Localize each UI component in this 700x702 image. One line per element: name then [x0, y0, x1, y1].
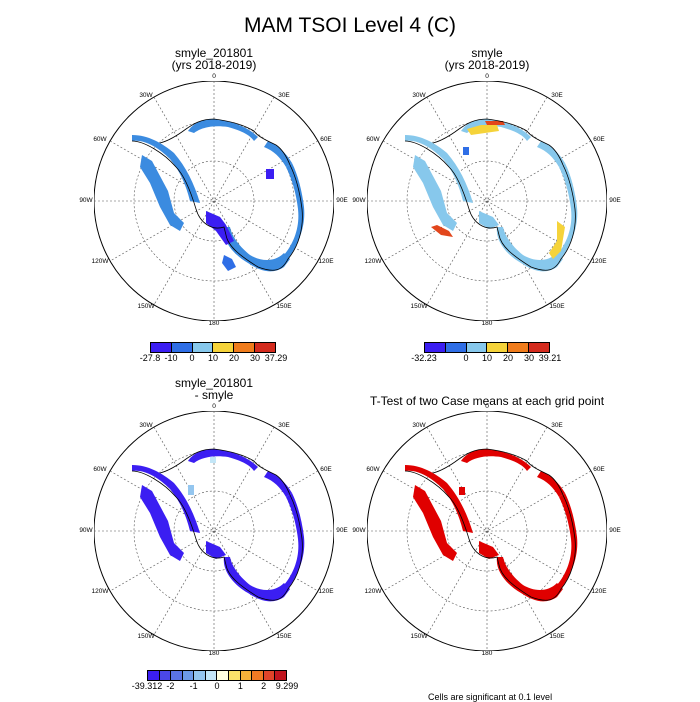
colorbar-tick-label: 10: [481, 353, 493, 363]
colorbar-tick-label: 30: [249, 353, 260, 363]
significance-note: Cells are significant at 0.1 level: [428, 692, 553, 702]
colorbar-swatch: [240, 671, 253, 680]
lbl-30w: 30W: [139, 92, 153, 99]
colorbar-tick-label: -1: [189, 681, 198, 691]
panel4-field: [405, 449, 578, 602]
colorbar-swatch: [205, 671, 218, 680]
lbl-60w: 60W: [93, 136, 107, 143]
colorbar-swatch: [159, 671, 172, 680]
colorbar-swatch: [192, 343, 214, 352]
panel2-field: [405, 119, 578, 272]
lbl-90e: 90E: [336, 197, 348, 204]
panel3-title-text: smyle_201801 - smyle: [174, 376, 254, 402]
colorbar-swatch: [466, 343, 488, 352]
panel3-colorbar: -39.312 -2 -1 0 1 2 9.299: [132, 670, 298, 692]
colorbar-swatch: [171, 343, 193, 352]
lbl-180: 180: [208, 320, 220, 327]
panel2-title-text: smyle (yrs 2018-2019): [444, 46, 530, 72]
colorbar-swatch: [255, 343, 275, 352]
colorbar-swatch: [171, 671, 183, 680]
colorbar-tick-label: 20: [503, 353, 514, 363]
colorbar-tick-label: -32.23: [411, 353, 437, 363]
panel3-title: smyle_201801 - smyle: [114, 377, 314, 401]
colorbar-swatch: [508, 343, 530, 352]
colorbar-tick-label: 30: [523, 353, 534, 363]
panel4-title: T-Test of two Case means at each grid po…: [359, 395, 615, 407]
panel2-map: [367, 81, 607, 321]
panel3-map: [94, 411, 334, 651]
colorbar-tick-label: 0: [189, 353, 195, 363]
colorbar-tick-label: 39.21: [538, 353, 562, 363]
figure-title: MAM TSOI Level 4 (C): [244, 14, 456, 37]
colorbar-swatch: [425, 343, 446, 352]
colorbar-swatch: [213, 343, 235, 352]
colorbar-swatch: [234, 343, 256, 352]
panel1-title: smyle_201801 (yrs 2018-2019): [114, 47, 314, 71]
colorbar-tick-label: 0: [214, 681, 220, 691]
panel3-field: [132, 449, 305, 602]
colorbar-swatch: [487, 343, 509, 352]
lbl-120e: 120E: [318, 258, 334, 265]
lbl-150w: 150W: [137, 303, 155, 310]
colorbar-swatch: [445, 343, 467, 352]
colorbar-swatch: [151, 343, 172, 352]
colorbar-tick-label: 10: [207, 353, 219, 363]
colorbar-swatch: [275, 671, 286, 680]
colorbar-swatch: [148, 671, 160, 680]
panel1-colorbar: -27.8 -10 0 10 20 30 37.29: [140, 342, 287, 364]
lbl-150e: 150E: [276, 303, 292, 310]
colorbar-tick-label: 37.29: [264, 353, 288, 363]
lbl-90w: 90W: [79, 197, 93, 204]
colorbar-swatch: [182, 671, 195, 680]
colorbar-tick-label: 20: [229, 353, 240, 363]
colorbar-tick-label: -10: [164, 353, 178, 363]
lbl-30e: 30E: [278, 92, 290, 99]
lbl-60e: 60E: [320, 136, 332, 143]
colorbar-tick-label: -39.312: [131, 681, 163, 691]
panel1-title-text: smyle_201801 (yrs 2018-2019): [171, 46, 257, 72]
panel1-field: [132, 119, 305, 272]
colorbar-tick-label: 0: [463, 353, 469, 363]
panel2-title: smyle (yrs 2018-2019): [387, 47, 587, 71]
colorbar-tick-label: 9.299: [275, 681, 299, 691]
colorbar-tick-label: -27.8: [139, 353, 161, 363]
panel1-map: [94, 81, 334, 321]
panel4-map: [367, 411, 607, 651]
colorbar-tick-label: -2: [166, 681, 175, 691]
panel2-colorbar: -32.23 0 10 20 30 39.21: [411, 342, 561, 364]
panel4-title-text: T-Test of two Case means at each grid po…: [369, 394, 605, 408]
lbl-120w: 120W: [91, 258, 109, 265]
colorbar-tick-label: 1: [237, 681, 243, 691]
colorbar-swatch: [263, 671, 276, 680]
lbl-0: 0: [212, 73, 216, 80]
colorbar-swatch: [194, 671, 206, 680]
colorbar-swatch: [229, 671, 241, 680]
colorbar-tick-label: 2: [261, 681, 267, 691]
colorbar-swatch: [252, 671, 264, 680]
colorbar-swatch: [529, 343, 549, 352]
colorbar-swatch: [217, 671, 230, 680]
